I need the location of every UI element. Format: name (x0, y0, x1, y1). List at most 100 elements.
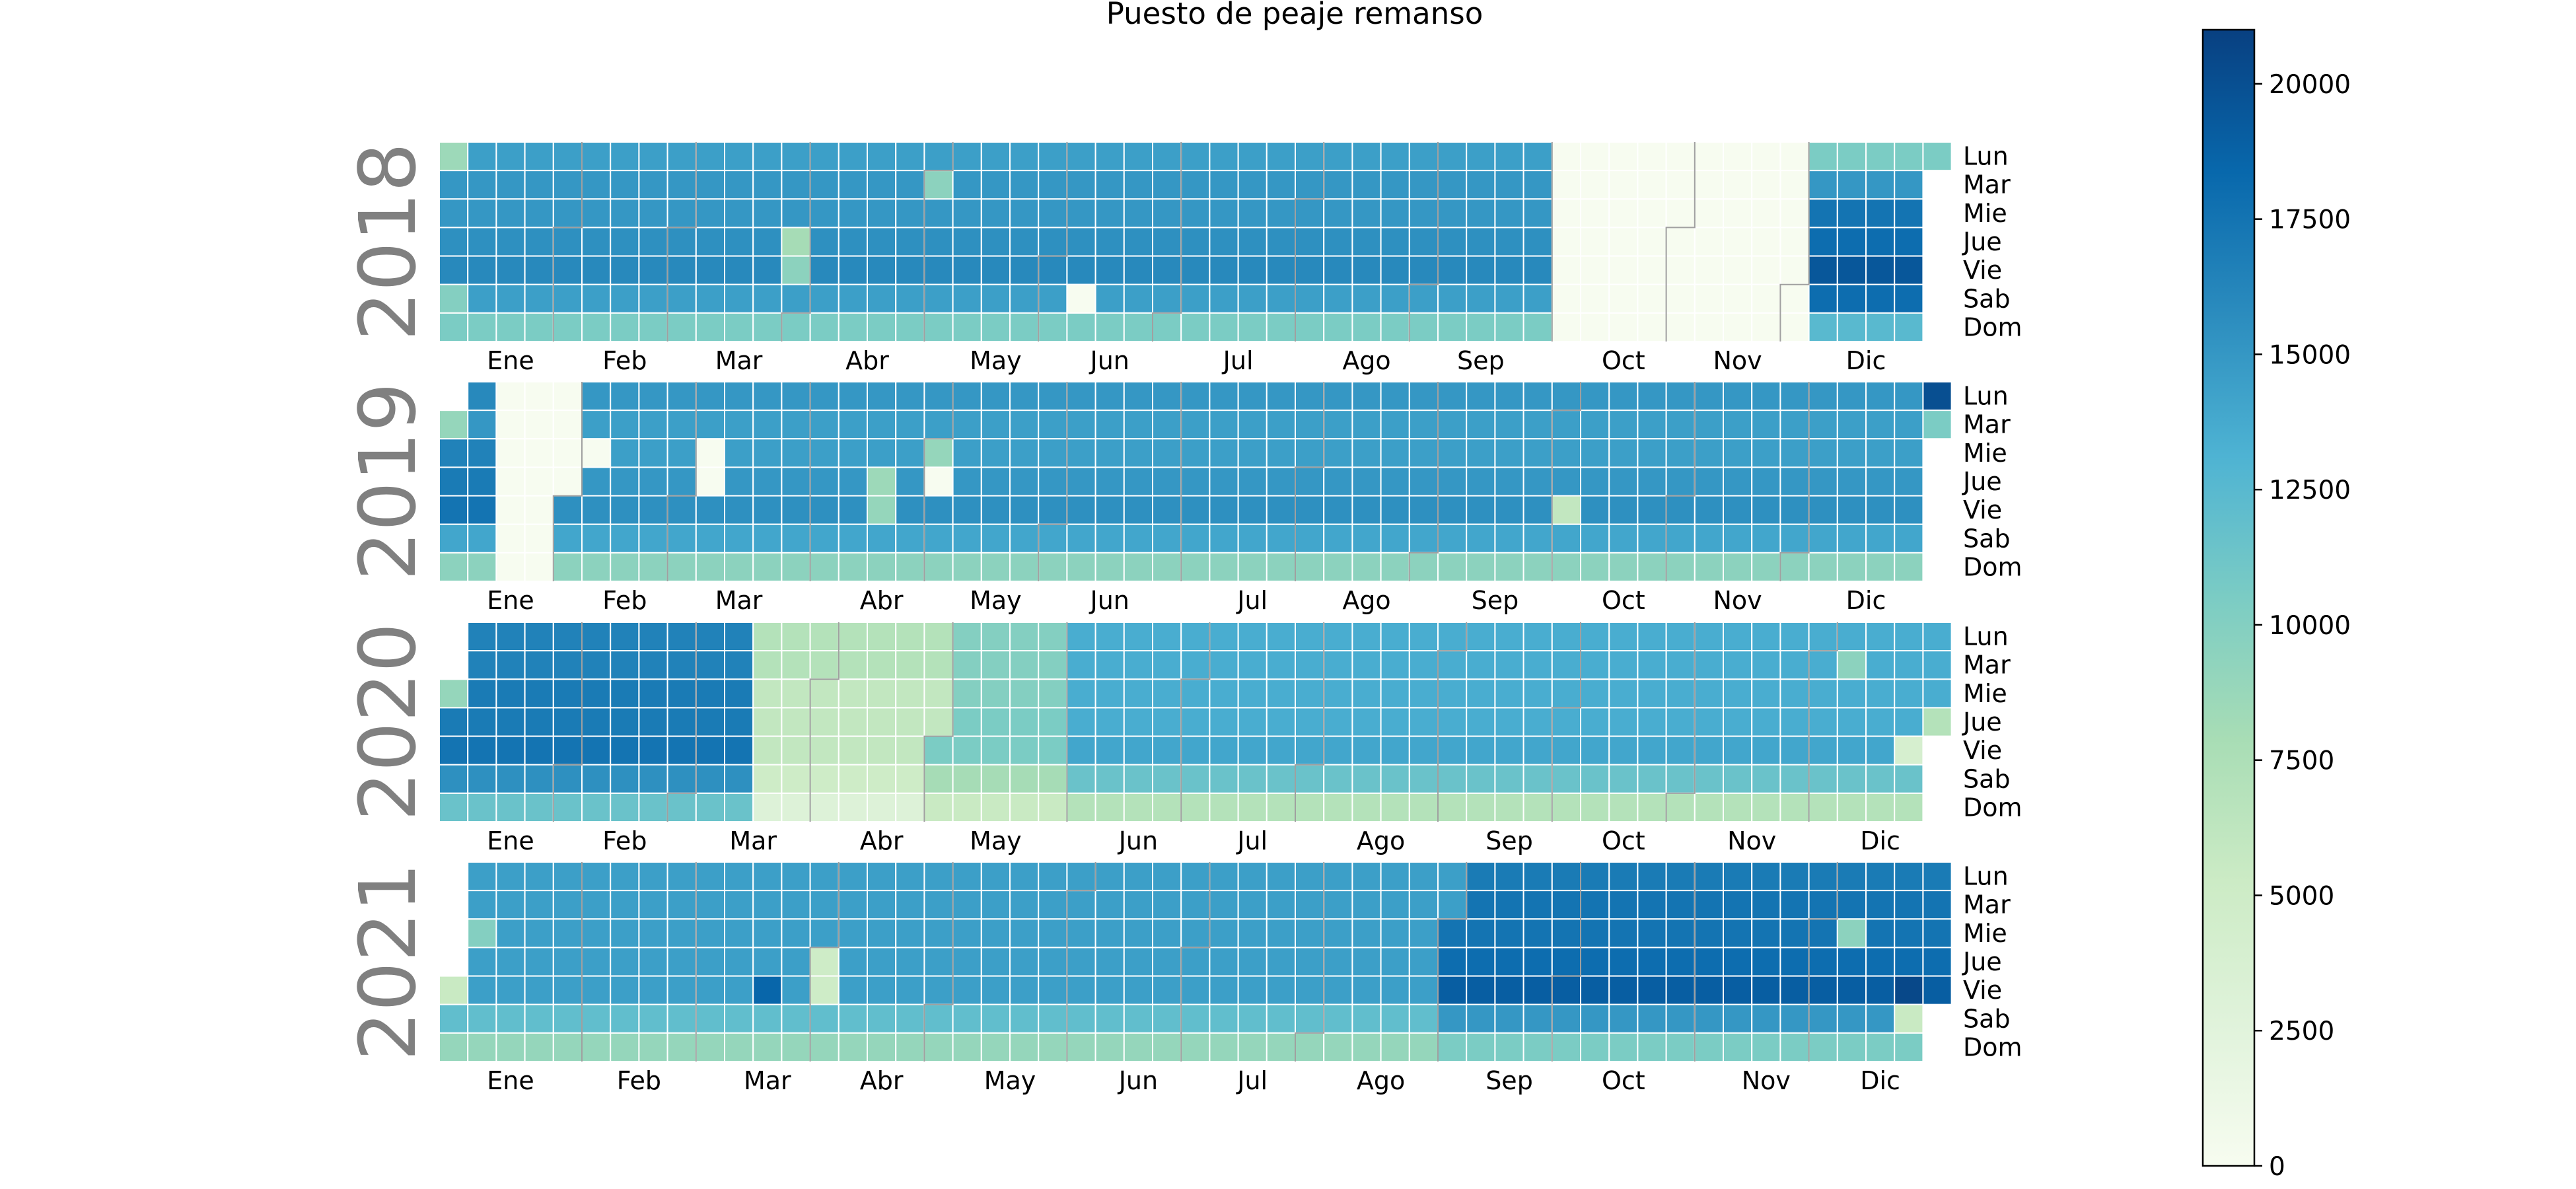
day-cell (781, 650, 811, 680)
day-cell (467, 198, 497, 229)
day-cell (1180, 764, 1211, 794)
day-cell (524, 552, 554, 582)
day-cell (1894, 381, 1924, 412)
day-cell (638, 410, 668, 440)
day-cell (1066, 1032, 1096, 1062)
day-cell (524, 975, 554, 1005)
day-cell (1637, 861, 1667, 892)
day-cell (1209, 707, 1239, 737)
day-cell (1922, 861, 1952, 892)
day-cell (895, 1003, 925, 1034)
day-cell (724, 1003, 754, 1034)
day-cell (1123, 1032, 1154, 1062)
day-cell (1066, 764, 1096, 794)
day-cell (980, 523, 1011, 554)
day-cell (952, 735, 982, 766)
day-cell (1237, 947, 1268, 977)
day-cell (752, 735, 783, 766)
day-cell (495, 890, 526, 920)
day-cell (1295, 622, 1325, 652)
day-cell (923, 622, 954, 652)
day-cell (1437, 227, 1468, 257)
day-cell (1038, 495, 1068, 525)
day-cell (1723, 678, 1753, 709)
day-cell (1066, 552, 1096, 582)
day-cell (1665, 650, 1696, 680)
day-cell (781, 495, 811, 525)
day-cell (638, 198, 668, 229)
day-cell (552, 466, 583, 497)
day-cell (1694, 495, 1725, 525)
day-cell (838, 198, 869, 229)
day-cell (1066, 312, 1096, 342)
day-cell (1323, 552, 1353, 582)
day-cell (838, 707, 869, 737)
day-cell (1437, 650, 1468, 680)
day-cell (1123, 975, 1154, 1005)
day-cell (1209, 523, 1239, 554)
day-cell (781, 622, 811, 652)
day-cell (695, 312, 726, 342)
day-cell (1038, 255, 1068, 285)
day-cell (610, 227, 640, 257)
day-cell (952, 255, 982, 285)
day-cell (1066, 707, 1096, 737)
day-cell (923, 170, 954, 200)
month-label: Dic (1860, 826, 1900, 855)
day-cell (1123, 466, 1154, 497)
day-cell (1038, 764, 1068, 794)
day-cell (923, 312, 954, 342)
day-cell (1637, 381, 1667, 412)
day-cell (524, 141, 554, 172)
day-cell (524, 438, 554, 468)
day-cell (1779, 678, 1810, 709)
day-cell (1779, 890, 1810, 920)
colorbar-gradient (2201, 28, 2256, 1167)
day-cell (952, 381, 982, 412)
month-label: Jun (1118, 826, 1158, 855)
day-cell (752, 255, 783, 285)
day-cell (724, 552, 754, 582)
day-cell (1152, 918, 1182, 949)
day-cell (1180, 523, 1211, 554)
day-cell (524, 792, 554, 822)
day-cell (1836, 975, 1867, 1005)
day-cell (838, 410, 869, 440)
day-cell (1580, 792, 1610, 822)
day-cell (1751, 141, 1781, 172)
day-cell (952, 890, 982, 920)
day-cell (1408, 735, 1439, 766)
day-cell (1494, 523, 1524, 554)
day-cell (1237, 918, 1268, 949)
day-cell (1237, 381, 1268, 412)
weekday-label: Mar (1963, 651, 2011, 680)
day-cell (495, 312, 526, 342)
day-cell (524, 735, 554, 766)
day-cell (1408, 707, 1439, 737)
day-cell (1751, 947, 1781, 977)
day-cell (1380, 227, 1410, 257)
day-cell (1608, 283, 1639, 314)
day-cell (1066, 947, 1096, 977)
day-cell (1751, 890, 1781, 920)
day-cell (809, 861, 840, 892)
day-cell (581, 438, 612, 468)
day-cell (1494, 650, 1524, 680)
day-cell (895, 947, 925, 977)
day-cell (1894, 735, 1924, 766)
day-cell (1323, 975, 1353, 1005)
day-cell (1551, 227, 1582, 257)
day-cell (610, 622, 640, 652)
day-cell (809, 650, 840, 680)
day-cell (638, 1003, 668, 1034)
day-cell (552, 890, 583, 920)
day-cell (752, 918, 783, 949)
day-cell (752, 170, 783, 200)
day-cell (552, 410, 583, 440)
day-cell (1408, 141, 1439, 172)
day-cell (552, 918, 583, 949)
day-cell (1237, 678, 1268, 709)
day-cell (952, 495, 982, 525)
day-cell (1779, 438, 1810, 468)
day-cell (724, 438, 754, 468)
